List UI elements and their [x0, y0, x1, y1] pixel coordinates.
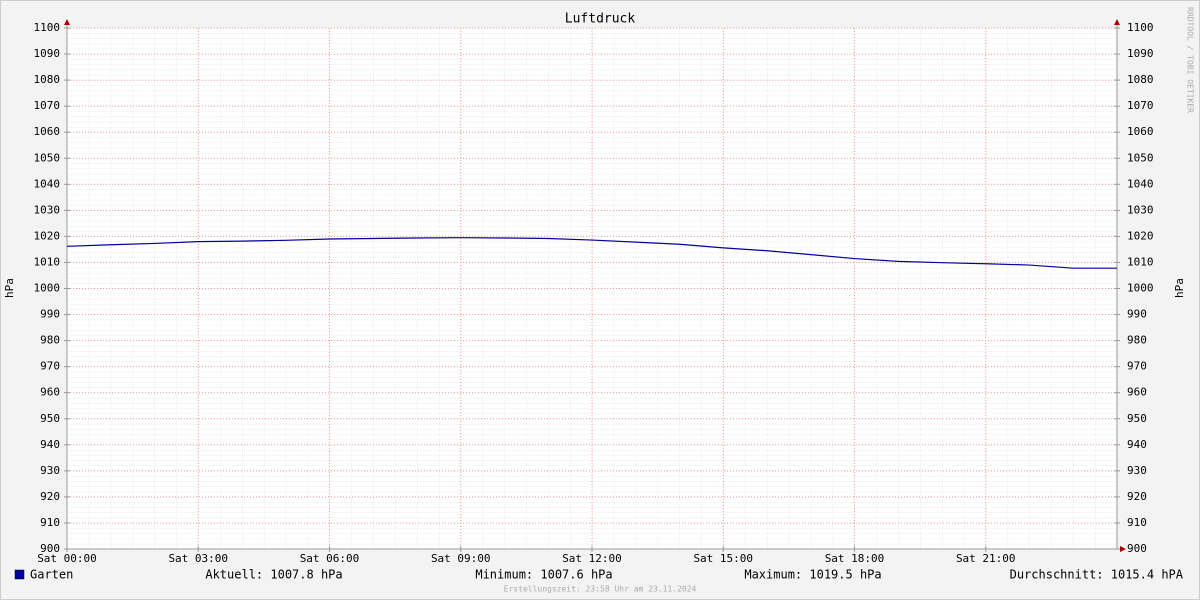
y2-tick-label: 910: [1127, 516, 1147, 529]
axis-arrow: [1120, 546, 1126, 552]
y2-tick-label: 1090: [1127, 47, 1154, 60]
footer: Erstellungszeit: 23:58 Uhr am 23.11.2024: [504, 585, 697, 594]
y2-tick-label: 1010: [1127, 255, 1154, 268]
y-tick-label: 1030: [34, 203, 61, 216]
x-tick-label: Sat 00:00: [37, 552, 97, 565]
legend-stat: Durchschnitt: 1015.4 hPA: [1010, 568, 1184, 582]
y2-tick-label: 1080: [1127, 73, 1154, 86]
legend-stat: Minimum: 1007.6 hPa: [475, 568, 612, 582]
y-tick-label: 940: [40, 438, 60, 451]
y-tick-label: 1090: [34, 47, 61, 60]
y2-tick-label: 990: [1127, 308, 1147, 321]
y-tick-label: 1020: [34, 229, 61, 242]
legend-swatch: [14, 569, 25, 580]
y2-tick-label: 1050: [1127, 151, 1154, 164]
y-tick-label: 990: [40, 308, 60, 321]
y2-tick-label: 1040: [1127, 177, 1154, 190]
y2-axis-label: hPa: [1173, 278, 1186, 298]
x-tick-label: Sat 03:00: [168, 552, 228, 565]
y2-tick-label: 970: [1127, 360, 1147, 373]
y-tick-label: 1010: [34, 255, 61, 268]
y2-tick-label: 980: [1127, 334, 1147, 347]
y-tick-label: 960: [40, 386, 60, 399]
legend-entry: Garten: [30, 568, 73, 582]
y2-tick-label: 1070: [1127, 99, 1154, 112]
axis-arrow: [64, 19, 70, 25]
y-tick-label: 1000: [34, 282, 61, 295]
y-tick-label: 900: [40, 542, 60, 555]
y2-tick-label: 950: [1127, 412, 1147, 425]
legend-stat: Maximum: 1019.5 hPa: [744, 568, 881, 582]
x-tick-label: Sat 12:00: [562, 552, 622, 565]
x-tick-label: Sat 18:00: [825, 552, 885, 565]
x-tick-label: Sat 06:00: [300, 552, 360, 565]
chart-title: Luftdruck: [565, 12, 636, 27]
y2-tick-label: 960: [1127, 386, 1147, 399]
y-tick-label: 910: [40, 516, 60, 529]
y-tick-label: 1060: [34, 125, 61, 138]
y-tick-label: 920: [40, 490, 60, 503]
x-tick-label: Sat 09:00: [431, 552, 491, 565]
y-tick-label: 1050: [34, 151, 61, 164]
y2-tick-label: 900: [1127, 542, 1147, 555]
watermark: RRDTOOL / TOBI OETIKER: [1186, 7, 1195, 113]
y2-tick-label: 1030: [1127, 203, 1154, 216]
y2-tick-label: 930: [1127, 464, 1147, 477]
y-axis-label: hPa: [3, 278, 16, 298]
line: [66, 237, 1117, 269]
y2-tick-label: 1020: [1127, 229, 1154, 242]
y-tick-label: 980: [40, 334, 60, 347]
y-tick-label: 970: [40, 360, 60, 373]
y2-tick-label: 940: [1127, 438, 1147, 451]
axis-arrow: [1114, 19, 1120, 25]
y-tick-label: 1100: [34, 21, 61, 34]
x-tick-label: Sat 21:00: [956, 552, 1016, 565]
y-tick-label: 950: [40, 412, 60, 425]
y-tick-label: 930: [40, 464, 60, 477]
y2-tick-label: 920: [1127, 490, 1147, 503]
y-tick-label: 1080: [34, 73, 61, 86]
y2-tick-label: 1060: [1127, 125, 1154, 138]
y2-tick-label: 1000: [1127, 282, 1154, 295]
y2-tick-label: 1100: [1127, 21, 1154, 34]
y-tick-label: 1040: [34, 177, 61, 190]
legend-stat: Aktuell: 1007.8 hPa: [205, 568, 342, 582]
y-tick-label: 1070: [34, 99, 61, 112]
x-tick-label: Sat 15:00: [693, 552, 753, 565]
